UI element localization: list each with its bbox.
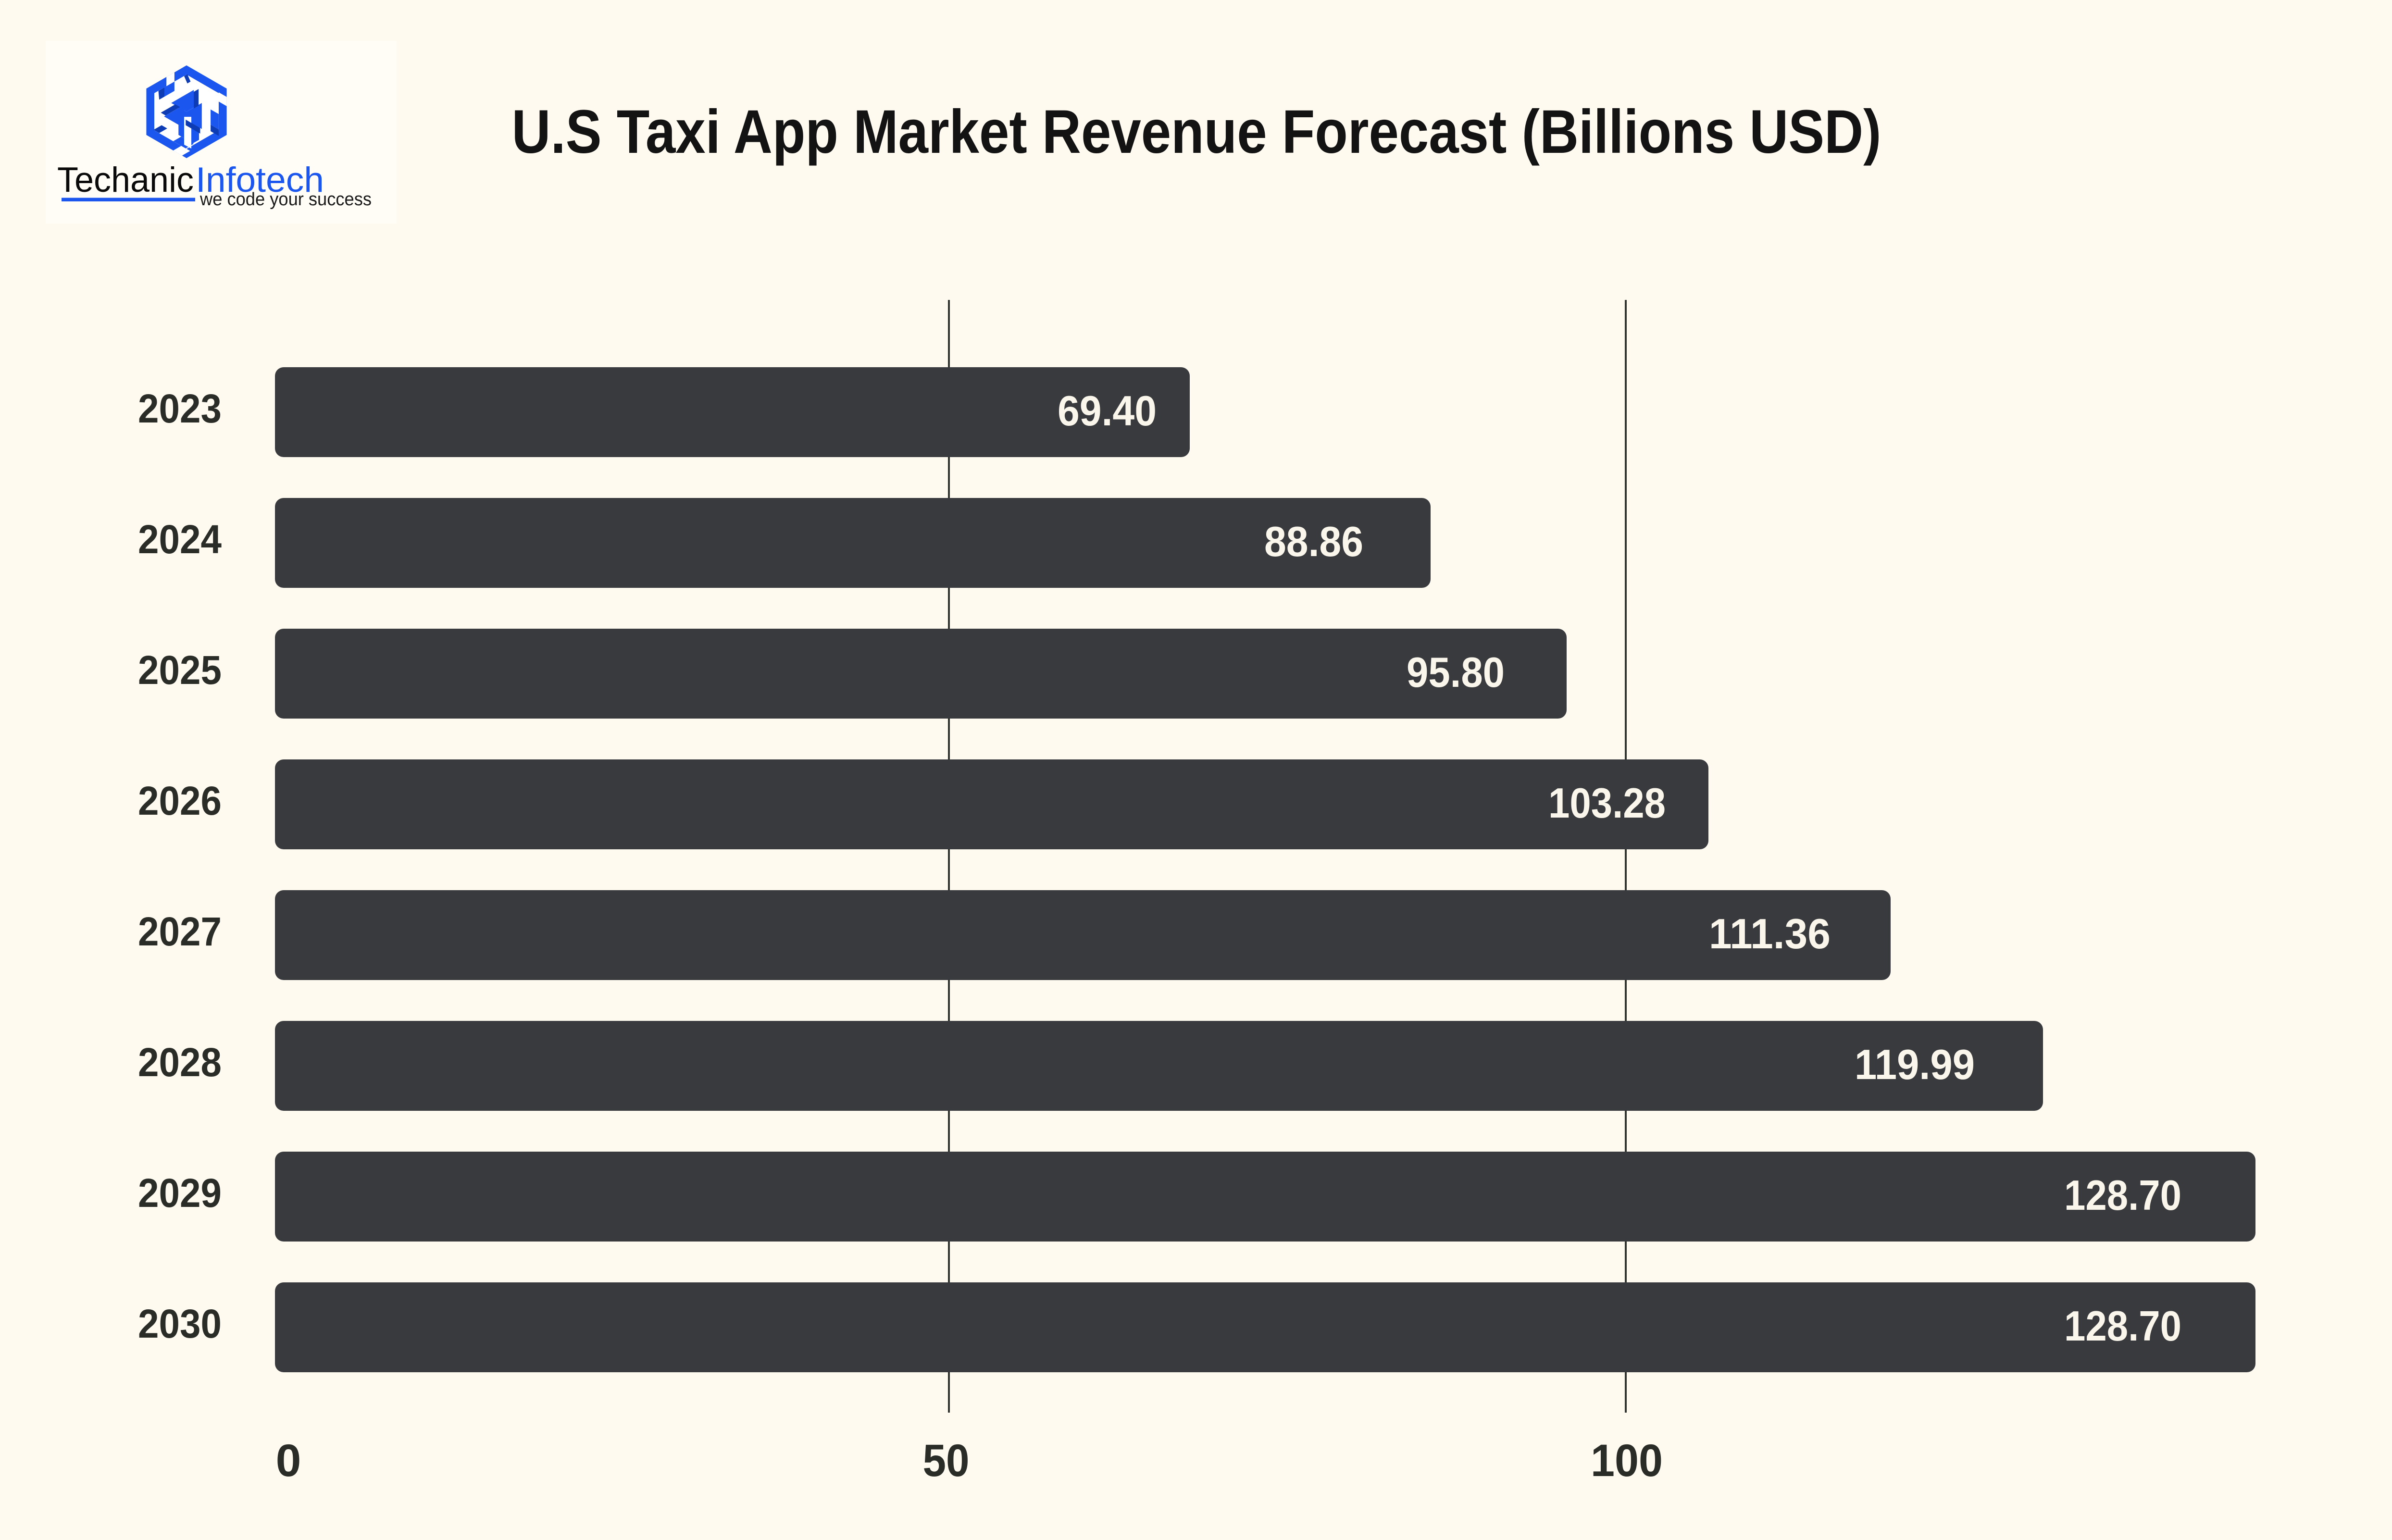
svg-text:111.36: 111.36 <box>1709 910 1831 957</box>
svg-text:2028: 2028 <box>138 1040 222 1085</box>
svg-text:100: 100 <box>1591 1435 1663 1486</box>
svg-text:2027: 2027 <box>138 909 222 954</box>
svg-text:U.S Taxi App Market Revenue Fo: U.S Taxi App Market Revenue Forecast (Bi… <box>512 98 1881 166</box>
svg-text:we code your success: we code your success <box>199 189 372 210</box>
svg-text:2026: 2026 <box>138 778 222 823</box>
svg-text:69.40: 69.40 <box>1058 387 1157 435</box>
svg-text:Techanic: Techanic <box>57 161 194 199</box>
svg-text:0: 0 <box>276 1435 301 1486</box>
svg-text:128.70: 128.70 <box>2064 1302 2181 1350</box>
svg-text:50: 50 <box>923 1435 970 1486</box>
svg-text:2024: 2024 <box>138 517 222 562</box>
svg-text:2030: 2030 <box>138 1301 222 1346</box>
svg-text:128.70: 128.70 <box>2064 1171 2181 1219</box>
svg-text:2025: 2025 <box>138 647 222 693</box>
svg-text:88.86: 88.86 <box>1264 518 1363 565</box>
svg-text:Infotech: Infotech <box>196 161 324 199</box>
svg-text:2029: 2029 <box>138 1170 222 1216</box>
svg-text:103.28: 103.28 <box>1548 779 1666 827</box>
svg-text:95.80: 95.80 <box>1407 648 1505 696</box>
svg-text:2023: 2023 <box>138 386 222 431</box>
svg-text:119.99: 119.99 <box>1855 1041 1975 1088</box>
